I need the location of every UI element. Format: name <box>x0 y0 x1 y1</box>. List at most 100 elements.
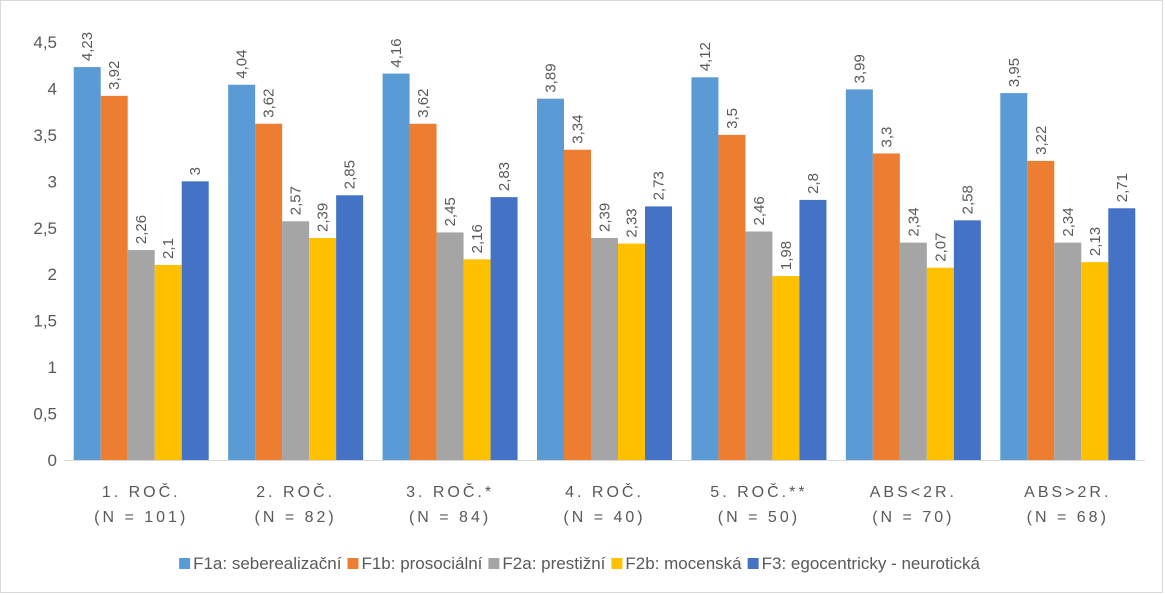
legend: F1a: seberealizační F1b: prosociální F2a: … <box>179 554 980 573</box>
legend-swatch <box>747 558 759 569</box>
bar <box>100 95 128 461</box>
data-label: 2,13 <box>1087 227 1104 256</box>
bar <box>127 250 155 460</box>
bar <box>181 181 209 461</box>
data-label: 3,62 <box>415 89 432 118</box>
bar <box>73 67 101 460</box>
bar <box>1081 262 1109 460</box>
bar <box>436 232 464 460</box>
legend-label: F2a: prestižní <box>502 554 605 573</box>
data-label: 4,23 <box>79 32 96 61</box>
category-label: (N = 50) <box>718 509 800 526</box>
data-label: 2,26 <box>133 215 150 244</box>
y-tick-label: 0,5 <box>33 405 57 424</box>
bar <box>691 77 719 460</box>
bar <box>1000 93 1028 460</box>
category-label: 3. ROČ.* <box>406 482 494 501</box>
bar <box>1108 208 1136 460</box>
bar <box>591 237 618 460</box>
legend-label: F1b: prosociální <box>361 554 482 573</box>
bar <box>255 123 283 461</box>
data-label: 2,8 <box>805 173 822 194</box>
category-label: ABS<2R. <box>870 484 957 501</box>
legend-label: F3: egocentricky - neurotická <box>762 554 981 573</box>
bar <box>926 267 954 460</box>
data-label: 4,16 <box>388 38 405 67</box>
data-label: 2,58 <box>959 185 976 214</box>
bar <box>799 199 827 460</box>
bar <box>1027 160 1055 461</box>
data-label: 1,98 <box>778 241 795 270</box>
data-label: 2,73 <box>651 171 668 200</box>
data-label: 3,62 <box>261 89 278 118</box>
bar <box>745 231 773 460</box>
data-label: 2,45 <box>442 197 459 226</box>
data-label: 3 <box>187 167 204 175</box>
data-label: 2,71 <box>1114 173 1131 202</box>
data-label: 3,3 <box>878 127 895 148</box>
data-label: 4,12 <box>697 42 714 71</box>
category-label: (N = 70) <box>872 509 954 526</box>
data-label: 3,89 <box>543 63 560 92</box>
y-tick-label: 1,5 <box>33 312 57 331</box>
bar <box>309 237 337 460</box>
bar <box>718 134 746 460</box>
category-label: 2. ROČ. <box>256 482 335 501</box>
y-tick-label: 0 <box>48 451 57 470</box>
category-label: 4. ROČ. <box>565 482 644 501</box>
data-label: 2,34 <box>1060 207 1077 236</box>
bar <box>618 243 645 460</box>
bar <box>899 242 927 460</box>
bar <box>282 221 310 460</box>
data-label: 3,95 <box>1006 58 1023 87</box>
y-tick-label: 2,5 <box>33 219 57 238</box>
category-label: 1. ROČ. <box>102 482 181 501</box>
legend-swatch <box>179 558 191 569</box>
data-labels: 4,233,922,262,134,043,622,572,392,854,16… <box>79 32 1131 270</box>
data-label: 3,22 <box>1033 126 1050 155</box>
bar <box>645 206 672 460</box>
y-tick-label: 4 <box>48 79 57 98</box>
data-label: 2,39 <box>315 203 332 232</box>
bar <box>228 84 256 461</box>
y-tick-label: 3 <box>48 172 57 191</box>
data-label: 2,33 <box>624 208 641 237</box>
bar <box>872 153 900 460</box>
category-label: (N = 40) <box>563 509 645 526</box>
data-label: 2,07 <box>932 233 949 262</box>
category-label: (N = 101) <box>94 509 188 526</box>
data-label: 2,46 <box>751 196 768 225</box>
y-tick-label: 1 <box>48 358 57 377</box>
bar <box>409 123 437 461</box>
category-label: (N = 68) <box>1027 509 1109 526</box>
data-label: 3,5 <box>724 108 741 129</box>
data-label: 2,57 <box>288 186 305 215</box>
category-label: ABS>2R. <box>1024 484 1111 501</box>
legend-label: F2b: mocenská <box>625 554 742 573</box>
data-label: 2,16 <box>469 224 486 253</box>
y-tick-label: 4,5 <box>33 33 57 52</box>
data-label: 3,34 <box>570 115 587 144</box>
bar <box>1054 242 1082 460</box>
bar <box>382 73 410 461</box>
bar <box>953 220 981 460</box>
legend-swatch <box>488 558 500 569</box>
bar <box>537 98 564 460</box>
category-label: (N = 84) <box>409 509 491 526</box>
y-tick-label: 2 <box>48 265 57 284</box>
data-label: 2,85 <box>342 160 359 189</box>
y-axis-ticks: 0 0,5 1 1,5 2 2,5 3 3,5 4 4,5 <box>33 33 57 470</box>
legend-swatch <box>611 558 623 569</box>
bars <box>73 67 1136 461</box>
bar <box>463 259 491 460</box>
bar <box>490 197 518 460</box>
legend-swatch <box>347 558 359 569</box>
y-tick-label: 3,5 <box>33 126 57 145</box>
bar <box>336 195 364 460</box>
data-label: 2,39 <box>597 203 614 232</box>
bar <box>154 264 182 460</box>
category-label: (N = 82) <box>255 509 337 526</box>
data-label: 2,83 <box>496 162 513 191</box>
category-label: 5. ROČ.** <box>710 482 807 501</box>
